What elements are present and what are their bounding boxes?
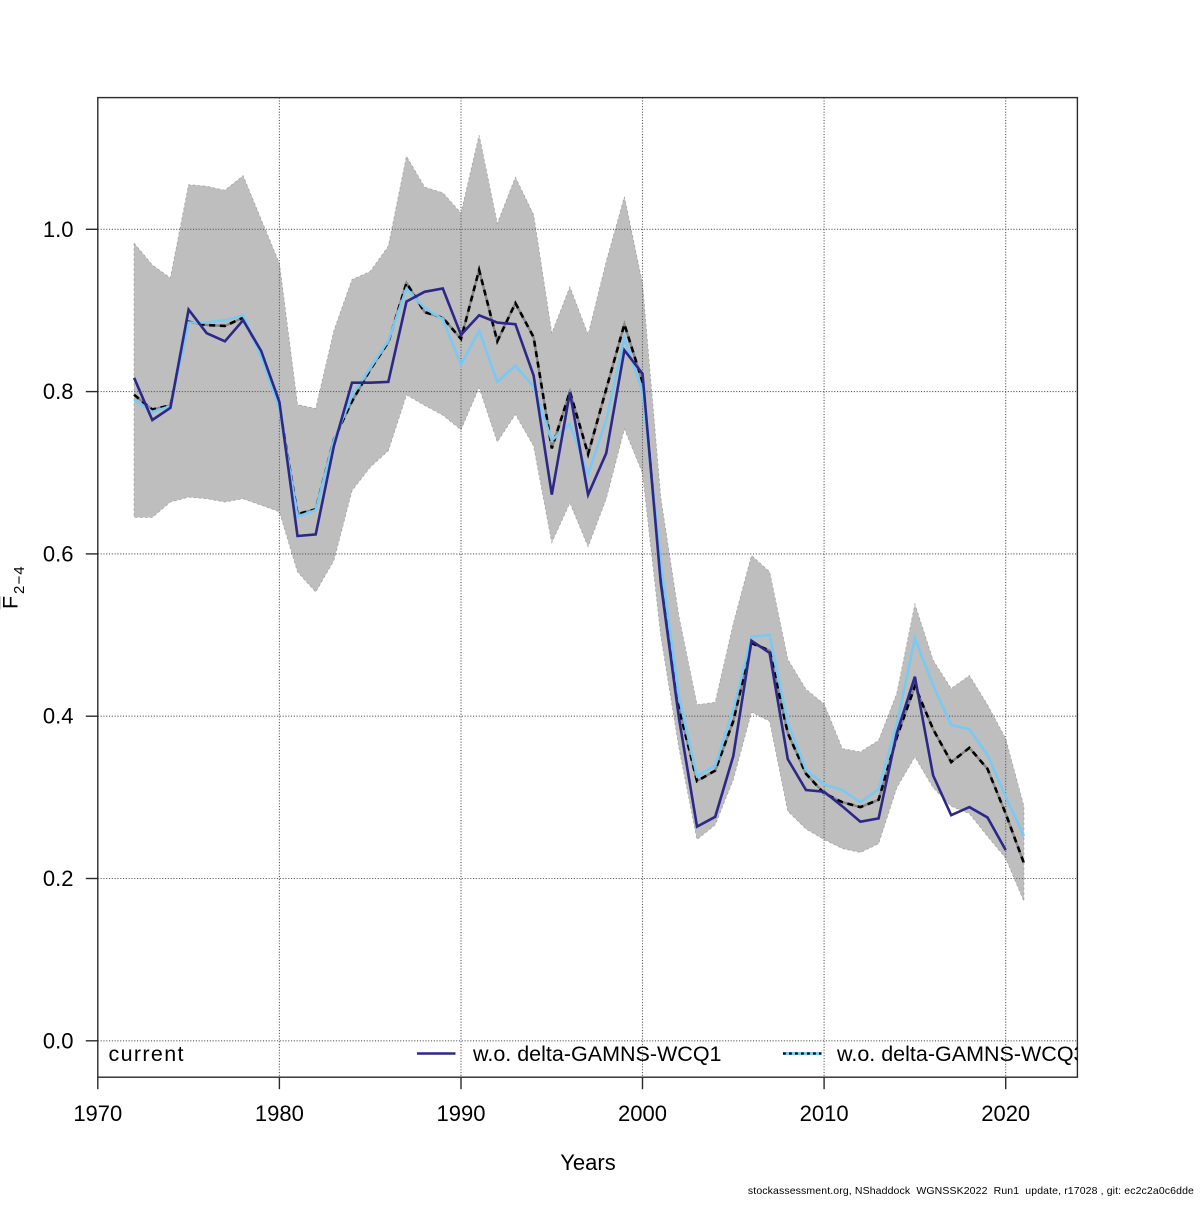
svg-text:w.o. delta-GAMNS-WCQ3: w.o. delta-GAMNS-WCQ3	[836, 1042, 1086, 1066]
svg-text:0.8: 0.8	[43, 379, 74, 404]
svg-text:w.o. delta-GAMNS-WCQ1: w.o. delta-GAMNS-WCQ1	[472, 1042, 722, 1066]
svg-text:1.0: 1.0	[43, 217, 74, 242]
svg-text:stockassessment.org, NShaddock: stockassessment.org, NShaddock WGNSSK202…	[748, 1185, 1194, 1197]
svg-text:1980: 1980	[255, 1101, 304, 1126]
svg-text:0.6: 0.6	[43, 541, 74, 566]
svg-text:0.2: 0.2	[43, 866, 74, 891]
svg-text:0.0: 0.0	[43, 1028, 74, 1053]
svg-text:2010: 2010	[800, 1101, 849, 1126]
svg-text:0.4: 0.4	[43, 704, 74, 729]
svg-text:1990: 1990	[437, 1101, 486, 1126]
svg-text:2020: 2020	[981, 1101, 1030, 1126]
svg-text:1970: 1970	[73, 1101, 122, 1126]
svg-text:2000: 2000	[618, 1101, 667, 1126]
svg-text:Years: Years	[560, 1150, 615, 1175]
svg-text:current: current	[109, 1042, 185, 1066]
svg-text:2−4: 2−4	[11, 565, 28, 594]
svg-text:F: F	[0, 596, 23, 609]
